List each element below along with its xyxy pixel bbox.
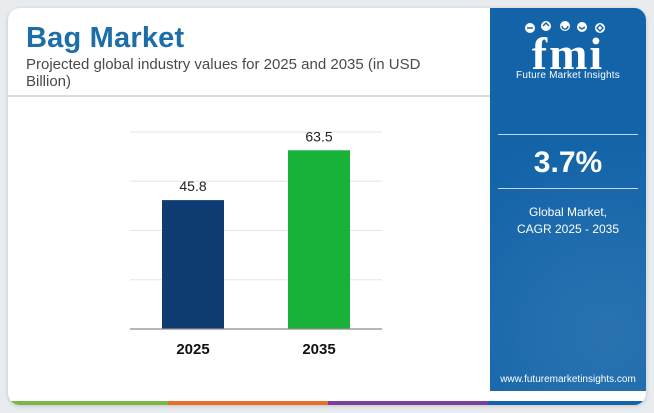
color-strip-segment	[8, 401, 168, 405]
bar-2025	[162, 200, 224, 329]
color-strip-segment	[168, 401, 328, 405]
header-divider	[8, 95, 490, 97]
color-strip-segment	[328, 401, 488, 405]
website-link[interactable]: www.futuremarketinsights.com	[500, 374, 636, 385]
fmi-logo: fmi	[525, 21, 605, 79]
cagr-panel: fmi Future Market Insights 3.7% Global M…	[490, 8, 646, 391]
cagr-label: Global Market, CAGR 2025 - 2035	[490, 204, 646, 238]
data-label-2035: 63.5	[305, 128, 332, 144]
color-strip	[8, 401, 646, 405]
bar-chart: 45.8 2025 63.5 2035	[130, 128, 382, 358]
chart-title: Bag Market	[26, 22, 185, 54]
bar-2035	[288, 150, 350, 329]
color-strip-segment	[488, 401, 646, 405]
cagr-divider-top	[498, 134, 638, 135]
panel-texture	[490, 8, 646, 391]
cagr-label-line2: CAGR 2025 - 2035	[516, 222, 620, 236]
chart-subtitle: Projected global industry values for 202…	[26, 56, 421, 90]
x-tick-label-2035: 2035	[302, 341, 335, 358]
logo-wordmark: fmi	[532, 28, 604, 79]
data-label-2025: 45.8	[179, 178, 206, 194]
cagr-value: 3.7%	[533, 146, 603, 179]
infographic-card: Bag Market Projected global industry val…	[8, 8, 646, 405]
logo-tagline: Future Market Insights	[516, 70, 620, 81]
x-tick-label-2025: 2025	[176, 341, 209, 358]
cagr-label-line1: Global Market,	[528, 205, 608, 219]
cagr-divider-bottom	[498, 188, 638, 189]
